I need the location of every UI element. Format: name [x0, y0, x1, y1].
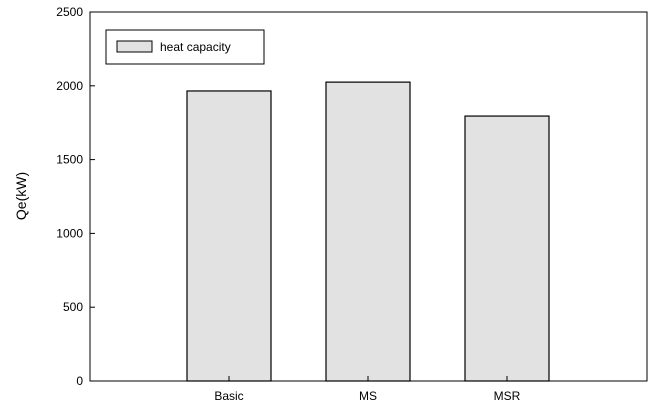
- y-tick-label: 0: [76, 374, 83, 388]
- bar-ms: [325, 81, 411, 382]
- y-tick-label: 2500: [56, 5, 83, 19]
- bars-group: [186, 81, 550, 382]
- bar-msr: [464, 115, 550, 382]
- x-axis: Basic MS MSR: [214, 376, 521, 403]
- x-tick-label: MSR: [494, 389, 521, 403]
- y-tick-label: 1000: [56, 226, 83, 240]
- legend-swatch: [116, 40, 153, 53]
- x-tick-label: Basic: [214, 389, 243, 403]
- x-tick-label: MS: [359, 389, 377, 403]
- y-tick-label: 1500: [56, 153, 83, 167]
- y-tick-label: 500: [63, 300, 83, 314]
- y-axis-label: Qe(kW): [13, 172, 29, 220]
- y-tick-label: 2000: [56, 79, 83, 93]
- bar-basic: [186, 90, 272, 382]
- legend-label: heat capacity: [160, 40, 231, 54]
- y-axis: 0 500 1000 1500 2000 2500: [56, 5, 95, 388]
- legend: heat capacity: [105, 29, 265, 65]
